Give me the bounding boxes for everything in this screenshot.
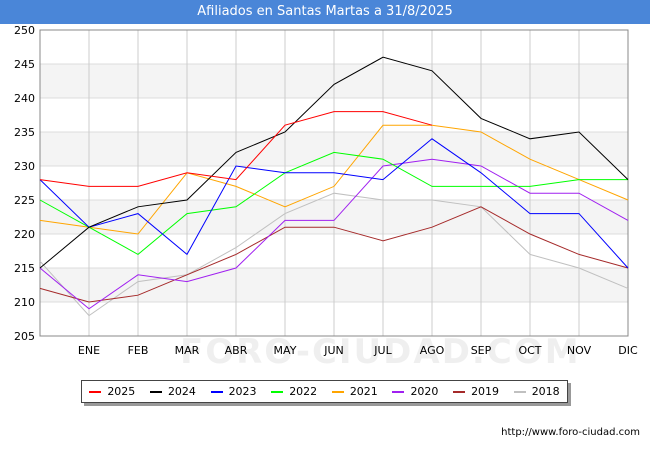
legend-item-2024: 2024 xyxy=(149,385,196,398)
x-tick-label: JUN xyxy=(323,344,344,357)
y-tick-label: 205 xyxy=(14,330,35,343)
series-line-2023 xyxy=(39,138,629,269)
legend-swatch xyxy=(210,390,223,393)
legend-label: 2024 xyxy=(167,385,196,398)
y-tick-label: 215 xyxy=(14,262,35,275)
y-tick-label: 220 xyxy=(14,228,35,241)
legend-label: 2020 xyxy=(410,385,439,398)
x-tick-label: NOV xyxy=(567,344,592,357)
y-tick-label: 250 xyxy=(14,24,35,37)
plot-frame xyxy=(39,29,629,337)
y-tick-label: 245 xyxy=(14,58,35,71)
legend-label: 2025 xyxy=(107,385,136,398)
legend-label: 2019 xyxy=(471,385,500,398)
series-line-2021 xyxy=(39,124,629,235)
legend-item-2025: 2025 xyxy=(89,385,135,398)
legend-swatch xyxy=(513,390,526,393)
x-tick-label: OCT xyxy=(518,344,541,357)
title-bar xyxy=(0,0,650,24)
legend-item-2021: 2021 xyxy=(331,385,378,398)
x-tick-label: MAY xyxy=(274,344,297,357)
legend-label: 2018 xyxy=(531,385,560,398)
legend: 2025 2024 2023 2022 2021 2020 2019 2018 xyxy=(81,380,568,403)
legend-swatch xyxy=(271,390,284,393)
legend-label: 2021 xyxy=(349,385,378,398)
y-tick-label: 230 xyxy=(14,160,35,173)
x-tick-label: DIC xyxy=(618,344,638,357)
x-tick-label: AGO xyxy=(420,344,445,357)
legend-label: 2022 xyxy=(289,385,318,398)
x-tick-label: JUL xyxy=(373,344,392,357)
series-line-2019 xyxy=(39,206,629,303)
series-line-2022 xyxy=(39,151,628,256)
chart-title: Afiliados en Santas Martas a 31/8/2025 xyxy=(197,4,453,19)
legend-item-2023: 2023 xyxy=(210,385,257,398)
x-tick-label: SEP xyxy=(471,344,492,357)
y-tick-label: 210 xyxy=(14,296,35,309)
line-chart: 205 210 215 220 225 230 235 240 245 250 ENE FEB MAR… xyxy=(14,24,638,357)
legend-swatch xyxy=(331,390,344,393)
series-line-2018 xyxy=(39,192,629,317)
legend-swatch xyxy=(89,390,102,393)
x-tick-label: ABR xyxy=(225,344,248,357)
x-tick-label: MAR xyxy=(175,344,200,357)
legend-label: 2023 xyxy=(228,385,257,398)
x-tick-label: FEB xyxy=(128,344,149,357)
series-line-2025 xyxy=(39,111,433,187)
legend-item-2022: 2022 xyxy=(271,385,317,398)
y-tick-label: 235 xyxy=(14,126,35,139)
legend-swatch xyxy=(453,390,466,393)
legend-swatch xyxy=(392,390,405,393)
legend-item-2020: 2020 xyxy=(392,385,438,398)
legend-item-2019: 2019 xyxy=(453,385,499,398)
source-link[interactable]: http://www.foro-ciudad.com xyxy=(501,427,640,438)
legend-swatch xyxy=(149,390,162,393)
watermark: FORO-CIUDAD.COM xyxy=(180,332,581,372)
series-line-2024 xyxy=(39,56,629,269)
y-tick-label: 240 xyxy=(14,92,35,105)
series-line-2020 xyxy=(39,158,629,310)
x-tick-label: ENE xyxy=(78,344,100,357)
y-tick-label: 225 xyxy=(14,194,35,207)
legend-item-2018: 2018 xyxy=(513,385,560,398)
